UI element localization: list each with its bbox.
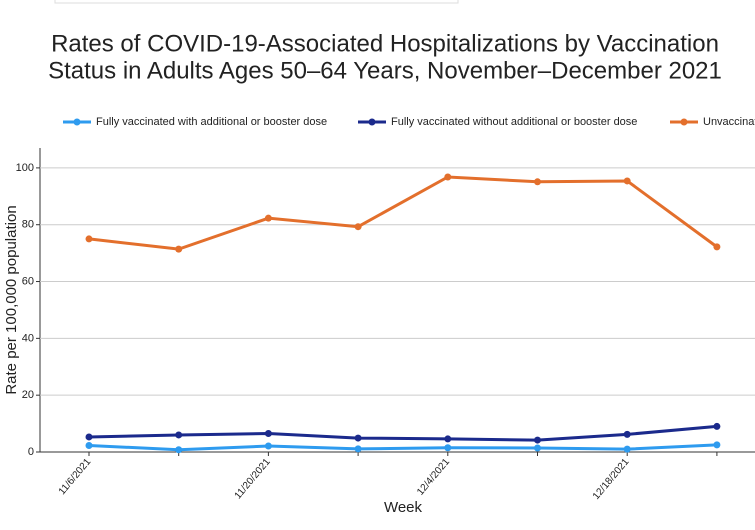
x-tick-label: 11/6/2021: [57, 456, 94, 497]
data-point: [85, 441, 93, 449]
data-point: [623, 445, 631, 453]
data-point: [623, 430, 631, 438]
data-point: [444, 435, 452, 443]
legend-label: Fully vaccinated with additional or boos…: [96, 116, 327, 128]
x-tick-label: 12/4/2021: [415, 456, 452, 497]
legend-swatch: [680, 118, 688, 126]
data-point: [354, 445, 362, 453]
data-point: [713, 441, 721, 449]
x-tick-label: 11/20/2021: [233, 456, 273, 501]
data-point: [534, 178, 541, 186]
x-tick-label: 12/18/2021: [591, 456, 632, 502]
data-point: [175, 245, 183, 253]
data-point: [444, 173, 452, 181]
data-point: [534, 436, 541, 444]
chart-title: Rates of COVID-19-Associated Hospitaliza…: [51, 30, 719, 57]
data-point: [175, 446, 183, 454]
y-tick-label: 100: [16, 162, 34, 174]
data-point: [264, 214, 272, 222]
series-line: [88, 424, 718, 442]
legend-label: Fully vaccinated without additional or b…: [391, 116, 637, 128]
data-point: [264, 430, 272, 438]
series-line: [88, 175, 718, 251]
y-tick-label: 60: [22, 275, 34, 287]
data-point: [534, 444, 541, 452]
y-tick-label: 20: [22, 389, 34, 401]
data-point: [85, 433, 93, 441]
y-tick-label: 40: [22, 332, 34, 344]
data-point: [713, 422, 721, 430]
x-axis-label: Week: [384, 499, 423, 516]
legend-label: Unvaccinated: [703, 116, 755, 128]
data-point: [354, 434, 362, 442]
legend-swatch: [368, 118, 376, 126]
series-line: [88, 443, 717, 452]
chart-title: Status in Adults Ages 50–64 Years, Novem…: [48, 57, 722, 84]
data-point: [85, 235, 93, 243]
data-point: [444, 444, 452, 452]
data-point: [175, 431, 183, 439]
data-point: [713, 243, 721, 251]
data-point: [623, 177, 631, 185]
data-point: [264, 442, 272, 450]
data-point: [354, 223, 362, 231]
y-tick-label: 80: [22, 219, 34, 231]
y-tick-label: 0: [28, 446, 34, 458]
y-axis-label: Rate per 100,000 population: [3, 205, 20, 394]
search-box: [54, 0, 459, 4]
legend-swatch: [73, 118, 81, 126]
